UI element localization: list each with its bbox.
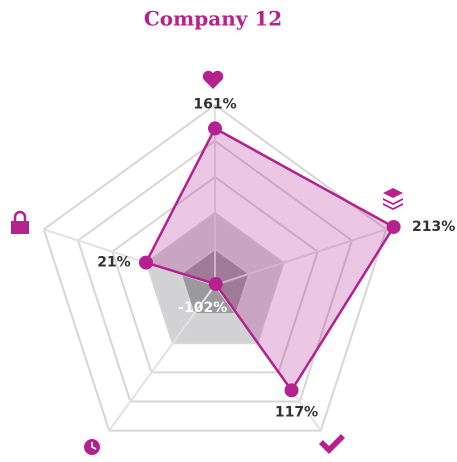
data-point <box>208 121 222 136</box>
value-label: 117% <box>275 404 318 420</box>
data-point <box>208 277 223 292</box>
chart-title: Company 12 <box>144 7 282 31</box>
lock-icon <box>11 210 29 234</box>
data-point <box>138 255 153 270</box>
value-label: -102% <box>178 300 227 316</box>
spoke <box>214 228 387 286</box>
axis-icons <box>11 70 403 455</box>
value-label: 161% <box>193 96 236 112</box>
value-label: 213% <box>412 219 455 235</box>
data-point <box>284 383 299 398</box>
data-point <box>386 219 401 234</box>
clock-icon <box>84 439 100 455</box>
heart-icon <box>202 70 224 89</box>
layers-icon <box>383 188 403 210</box>
value-label: 21% <box>97 255 131 271</box>
check-icon <box>319 434 345 454</box>
spoke <box>108 284 216 432</box>
data-area <box>144 127 395 392</box>
